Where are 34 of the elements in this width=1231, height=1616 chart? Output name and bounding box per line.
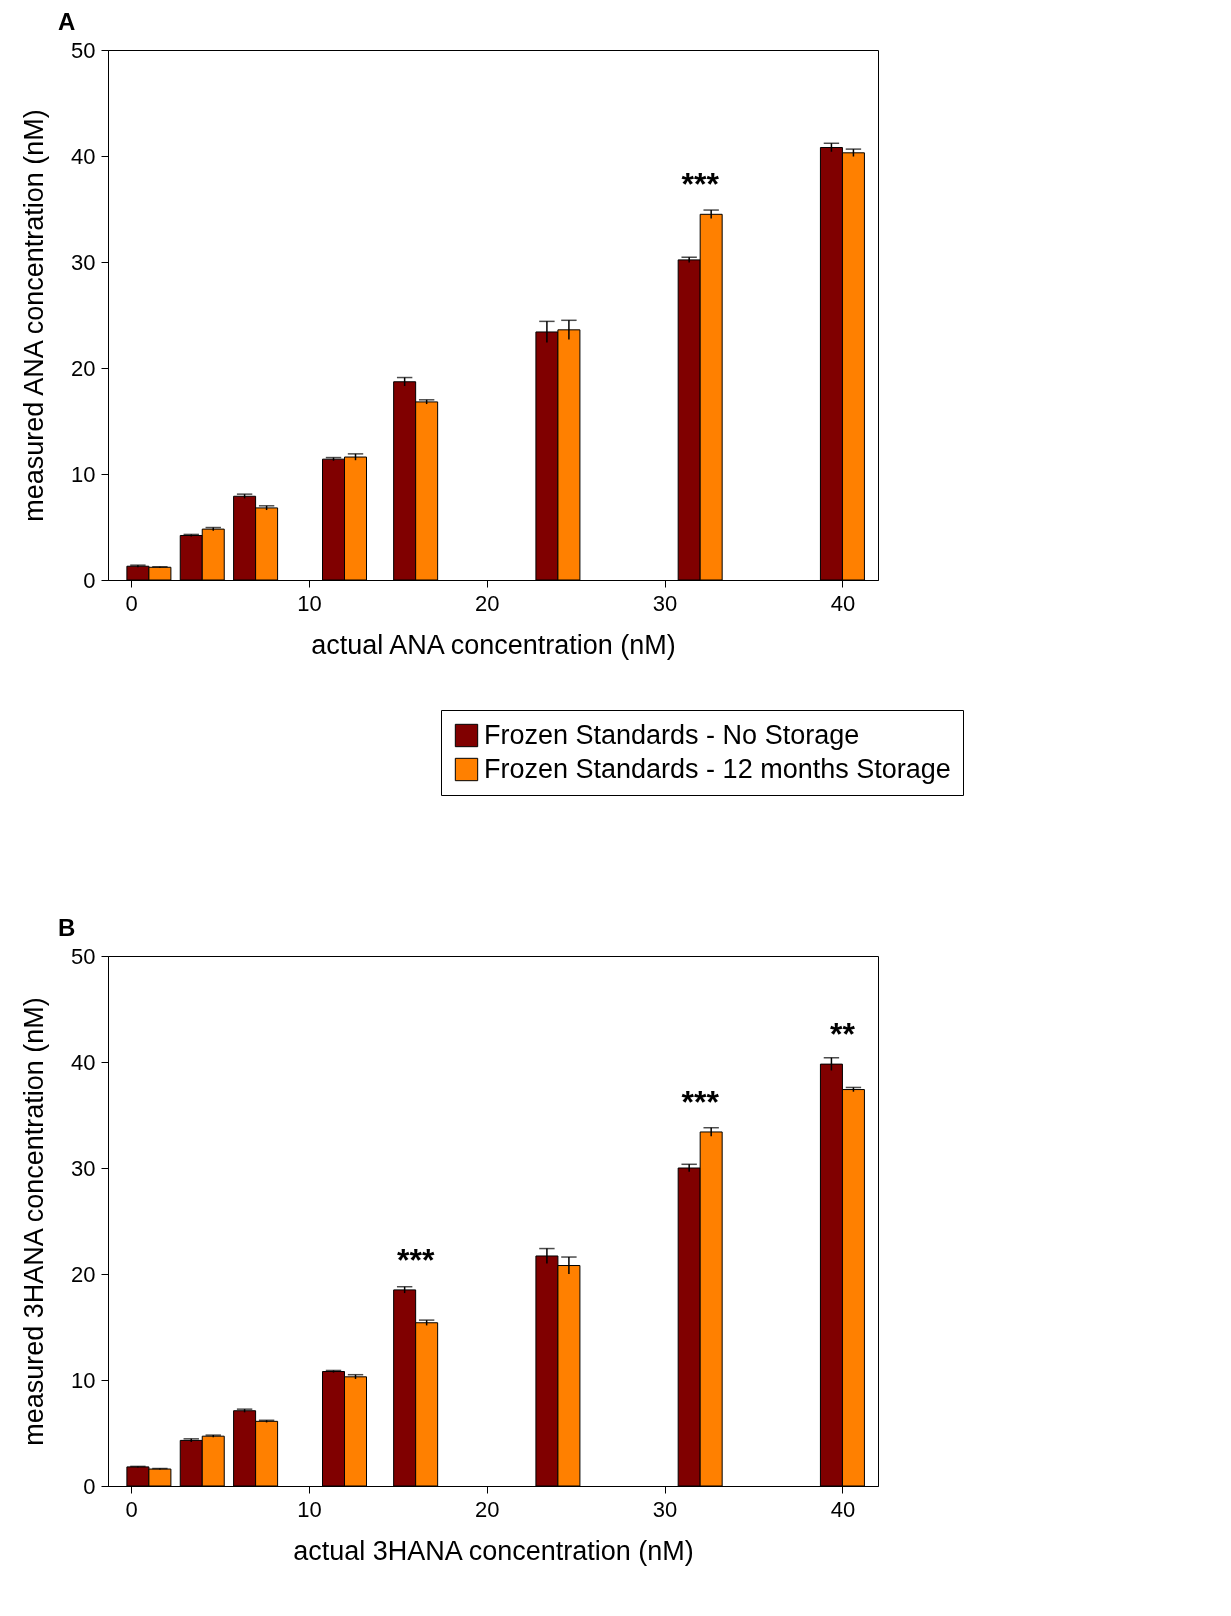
y-tick-label: 0	[83, 567, 96, 593]
y-tick-label: 0	[83, 1473, 96, 1499]
y-tick-label: 30	[71, 249, 96, 275]
annotation: ***	[681, 166, 720, 203]
x-tick-label: 10	[297, 590, 322, 616]
x-tick-label: 30	[652, 1496, 678, 1522]
x-tick-label: 20	[475, 1496, 500, 1522]
chart-title: A	[58, 8, 76, 35]
x-axis-title: actual ANA concentration (nM)	[311, 629, 676, 660]
legend-label: Frozen Standards - No Storage	[484, 719, 860, 750]
y-tick-label: 40	[71, 1049, 96, 1075]
x-tick-label: 40	[830, 1496, 856, 1522]
x-tick-label: 0	[125, 590, 138, 616]
annotation: ***	[681, 1083, 720, 1120]
x-tick-label: 40	[830, 590, 856, 616]
y-axis-title: measured ANA concentration (nM)	[19, 109, 50, 522]
y-tick-label: 20	[71, 1261, 96, 1287]
x-tick-label: 30	[652, 590, 678, 616]
x-axis-title: actual 3HANA concentration (nM)	[293, 1535, 694, 1566]
y-tick-label: 50	[71, 37, 96, 63]
y-axis-title: measured 3HANA concentration (nM)	[19, 997, 50, 1446]
y-tick-label: 10	[71, 461, 96, 487]
y-tick-label: 50	[71, 943, 96, 969]
x-tick-label: 20	[475, 590, 500, 616]
x-tick-label: 10	[297, 1496, 322, 1522]
x-tick-label: 0	[125, 1496, 138, 1522]
chart-title: B	[58, 914, 76, 941]
y-tick-label: 30	[71, 1155, 96, 1181]
annotation: ***	[396, 1241, 435, 1278]
y-tick-label: 40	[71, 143, 96, 169]
legend-label: Frozen Standards - 12 months Storage	[484, 753, 951, 784]
annotation: **	[829, 1016, 856, 1053]
y-tick-label: 10	[71, 1367, 96, 1393]
y-tick-label: 20	[71, 355, 96, 381]
